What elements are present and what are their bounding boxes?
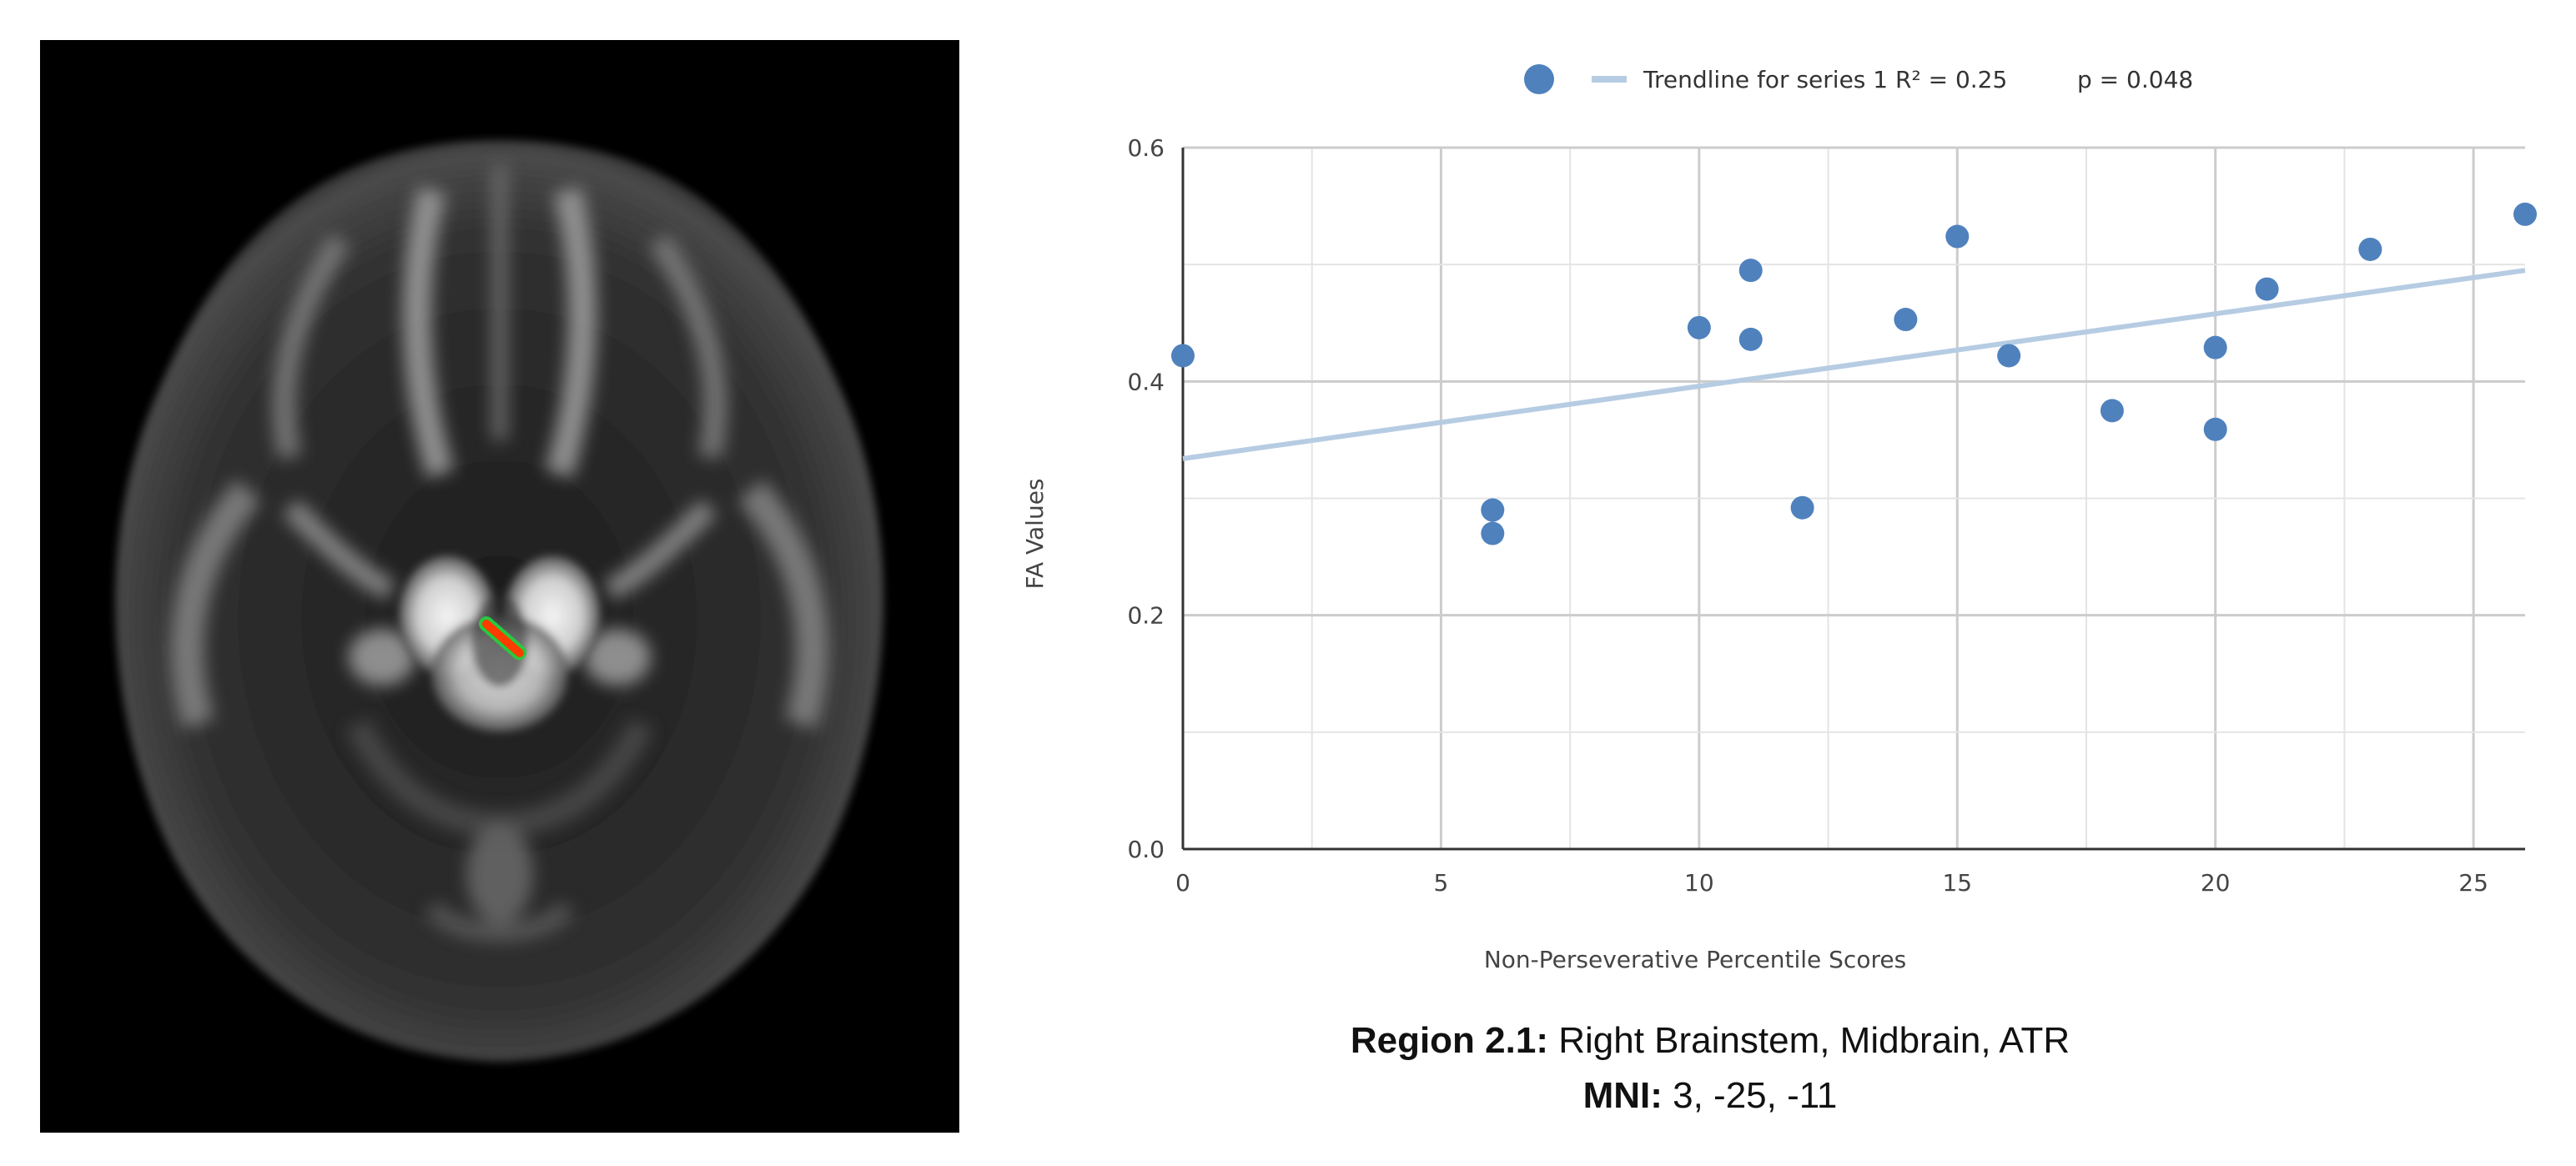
x-tick-label: 10	[1684, 869, 1714, 897]
x-tick-label: 15	[1942, 869, 1972, 897]
x-tick-label: 5	[1434, 869, 1449, 897]
legend-marker-series-1	[1524, 64, 1554, 94]
trendline	[1182, 268, 2526, 461]
data-point	[1945, 224, 1970, 249]
data-point	[2513, 202, 2537, 226]
data-point	[1481, 521, 1505, 545]
axes: 0 5 10 15 20 25 0.0 0.2 0.4 0.6	[1127, 134, 2525, 897]
region-text: Right Brainstem, Midbrain, ATR	[1547, 1020, 2070, 1061]
figure-caption: Region 2.1: Right Brainstem, Midbrain, A…	[1185, 1013, 2236, 1123]
data-point	[1894, 308, 1918, 332]
data-point	[2203, 335, 2227, 359]
data-point	[1687, 315, 1711, 339]
data-points	[1171, 202, 2537, 545]
data-point	[2100, 399, 2124, 423]
data-point	[2255, 277, 2279, 301]
mni-text: 3, -25, -11	[1662, 1075, 1838, 1116]
legend-trendline-label: Trendline for series 1 R² = 0.25	[1643, 66, 2007, 93]
data-point	[2358, 237, 2382, 261]
data-point	[1997, 344, 2021, 368]
mni-label: MNI:	[1582, 1075, 1663, 1116]
legend-p-value: p = 0.048	[2077, 66, 2193, 93]
x-tick-label: 0	[1175, 869, 1190, 897]
y-tick-label: 0.2	[1127, 602, 1165, 630]
brain-fa-image	[40, 40, 959, 1133]
scatter-chart: 0 5 10 15 20 25 0.0 0.2 0.4 0.6 Trendline for ser…	[984, 25, 2576, 993]
scatter-plot-svg: 0 5 10 15 20 25 0.0 0.2 0.4 0.6 Trendline for ser…	[1021, 64, 2537, 973]
region-line: Region 2.1: Right Brainstem, Midbrain, A…	[1185, 1013, 2236, 1068]
data-point	[1790, 495, 1814, 520]
data-point	[1738, 259, 1763, 283]
mni-line: MNI: 3, -25, -11	[1185, 1068, 2236, 1123]
data-point	[1481, 498, 1505, 522]
data-point	[1738, 327, 1763, 351]
data-point	[2203, 417, 2227, 441]
x-tick-label: 20	[2201, 869, 2231, 897]
trendline-series-1	[1182, 268, 2526, 461]
region-label: Region 2.1:	[1350, 1020, 1548, 1061]
y-tick-label: 0.0	[1127, 836, 1165, 863]
brain-slice-illustration	[40, 40, 959, 1133]
y-axis-title: FA Values	[1021, 478, 1049, 589]
y-tick-label: 0.4	[1127, 368, 1165, 395]
x-axis-title: Non-Perseverative Percentile Scores	[1484, 946, 1906, 973]
x-tick-label: 25	[2458, 869, 2488, 897]
y-tick-label: 0.6	[1127, 134, 1165, 162]
legend: Trendline for series 1 R² = 0.25 p = 0.0…	[1524, 64, 2193, 94]
roi-marker	[479, 616, 527, 661]
grid	[1181, 146, 2525, 851]
data-point	[1171, 344, 1195, 368]
